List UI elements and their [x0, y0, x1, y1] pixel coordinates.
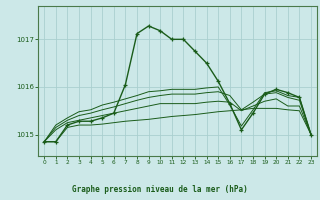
Text: Graphe pression niveau de la mer (hPa): Graphe pression niveau de la mer (hPa) — [72, 185, 248, 194]
